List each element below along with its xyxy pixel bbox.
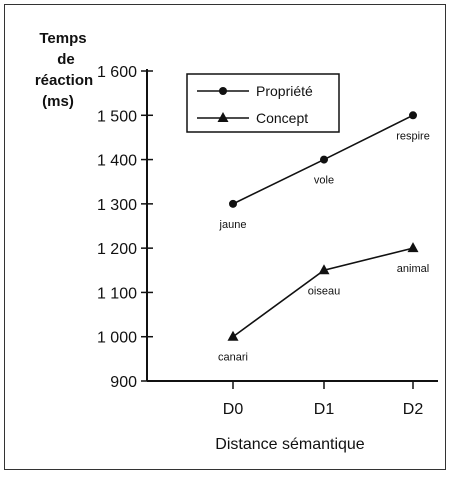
y-tick-label: 1 400 [97, 153, 137, 170]
x-axis-label: Distance sémantique [215, 436, 365, 453]
data-point-triangle [318, 264, 330, 275]
data-point-circle [409, 111, 417, 120]
y-axis-label-line: Temps [39, 30, 87, 47]
legend-label: Propriété [256, 83, 313, 99]
y-axis-label-line: de [57, 51, 75, 68]
y-tick-label: 1 300 [97, 197, 137, 214]
data-point-circle [320, 155, 328, 164]
y-axis-label-line: (ms) [42, 93, 74, 110]
y-tick-label: 1 600 [97, 64, 137, 81]
x-tick-label: D0 [223, 401, 244, 418]
legend-marker-triangle [217, 112, 229, 122]
point-label: vole [314, 175, 334, 187]
y-tick-label: 1 000 [97, 330, 137, 347]
y-tick-label: 900 [110, 374, 137, 391]
legend-marker-circle [219, 87, 227, 95]
y-tick-label: 1 200 [97, 241, 137, 258]
point-label: animal [397, 263, 429, 275]
data-point-triangle [407, 242, 419, 253]
point-label: oiseau [308, 285, 340, 297]
legend-label: Concept [256, 110, 308, 126]
y-axis-label: Temps de réaction (ms) [28, 28, 112, 112]
data-point-triangle [227, 330, 239, 341]
x-tick-label: D1 [314, 401, 335, 418]
y-axis-label-line: réaction [34, 72, 94, 89]
legend-box [186, 73, 340, 133]
point-label: respire [396, 130, 430, 142]
point-label: canari [218, 352, 248, 364]
x-tick-label: D2 [403, 401, 424, 418]
data-point-circle [229, 199, 237, 208]
point-label: jaune [219, 219, 247, 231]
y-tick-label: 1 100 [97, 285, 137, 302]
y-tick-label: 1 500 [97, 108, 137, 125]
